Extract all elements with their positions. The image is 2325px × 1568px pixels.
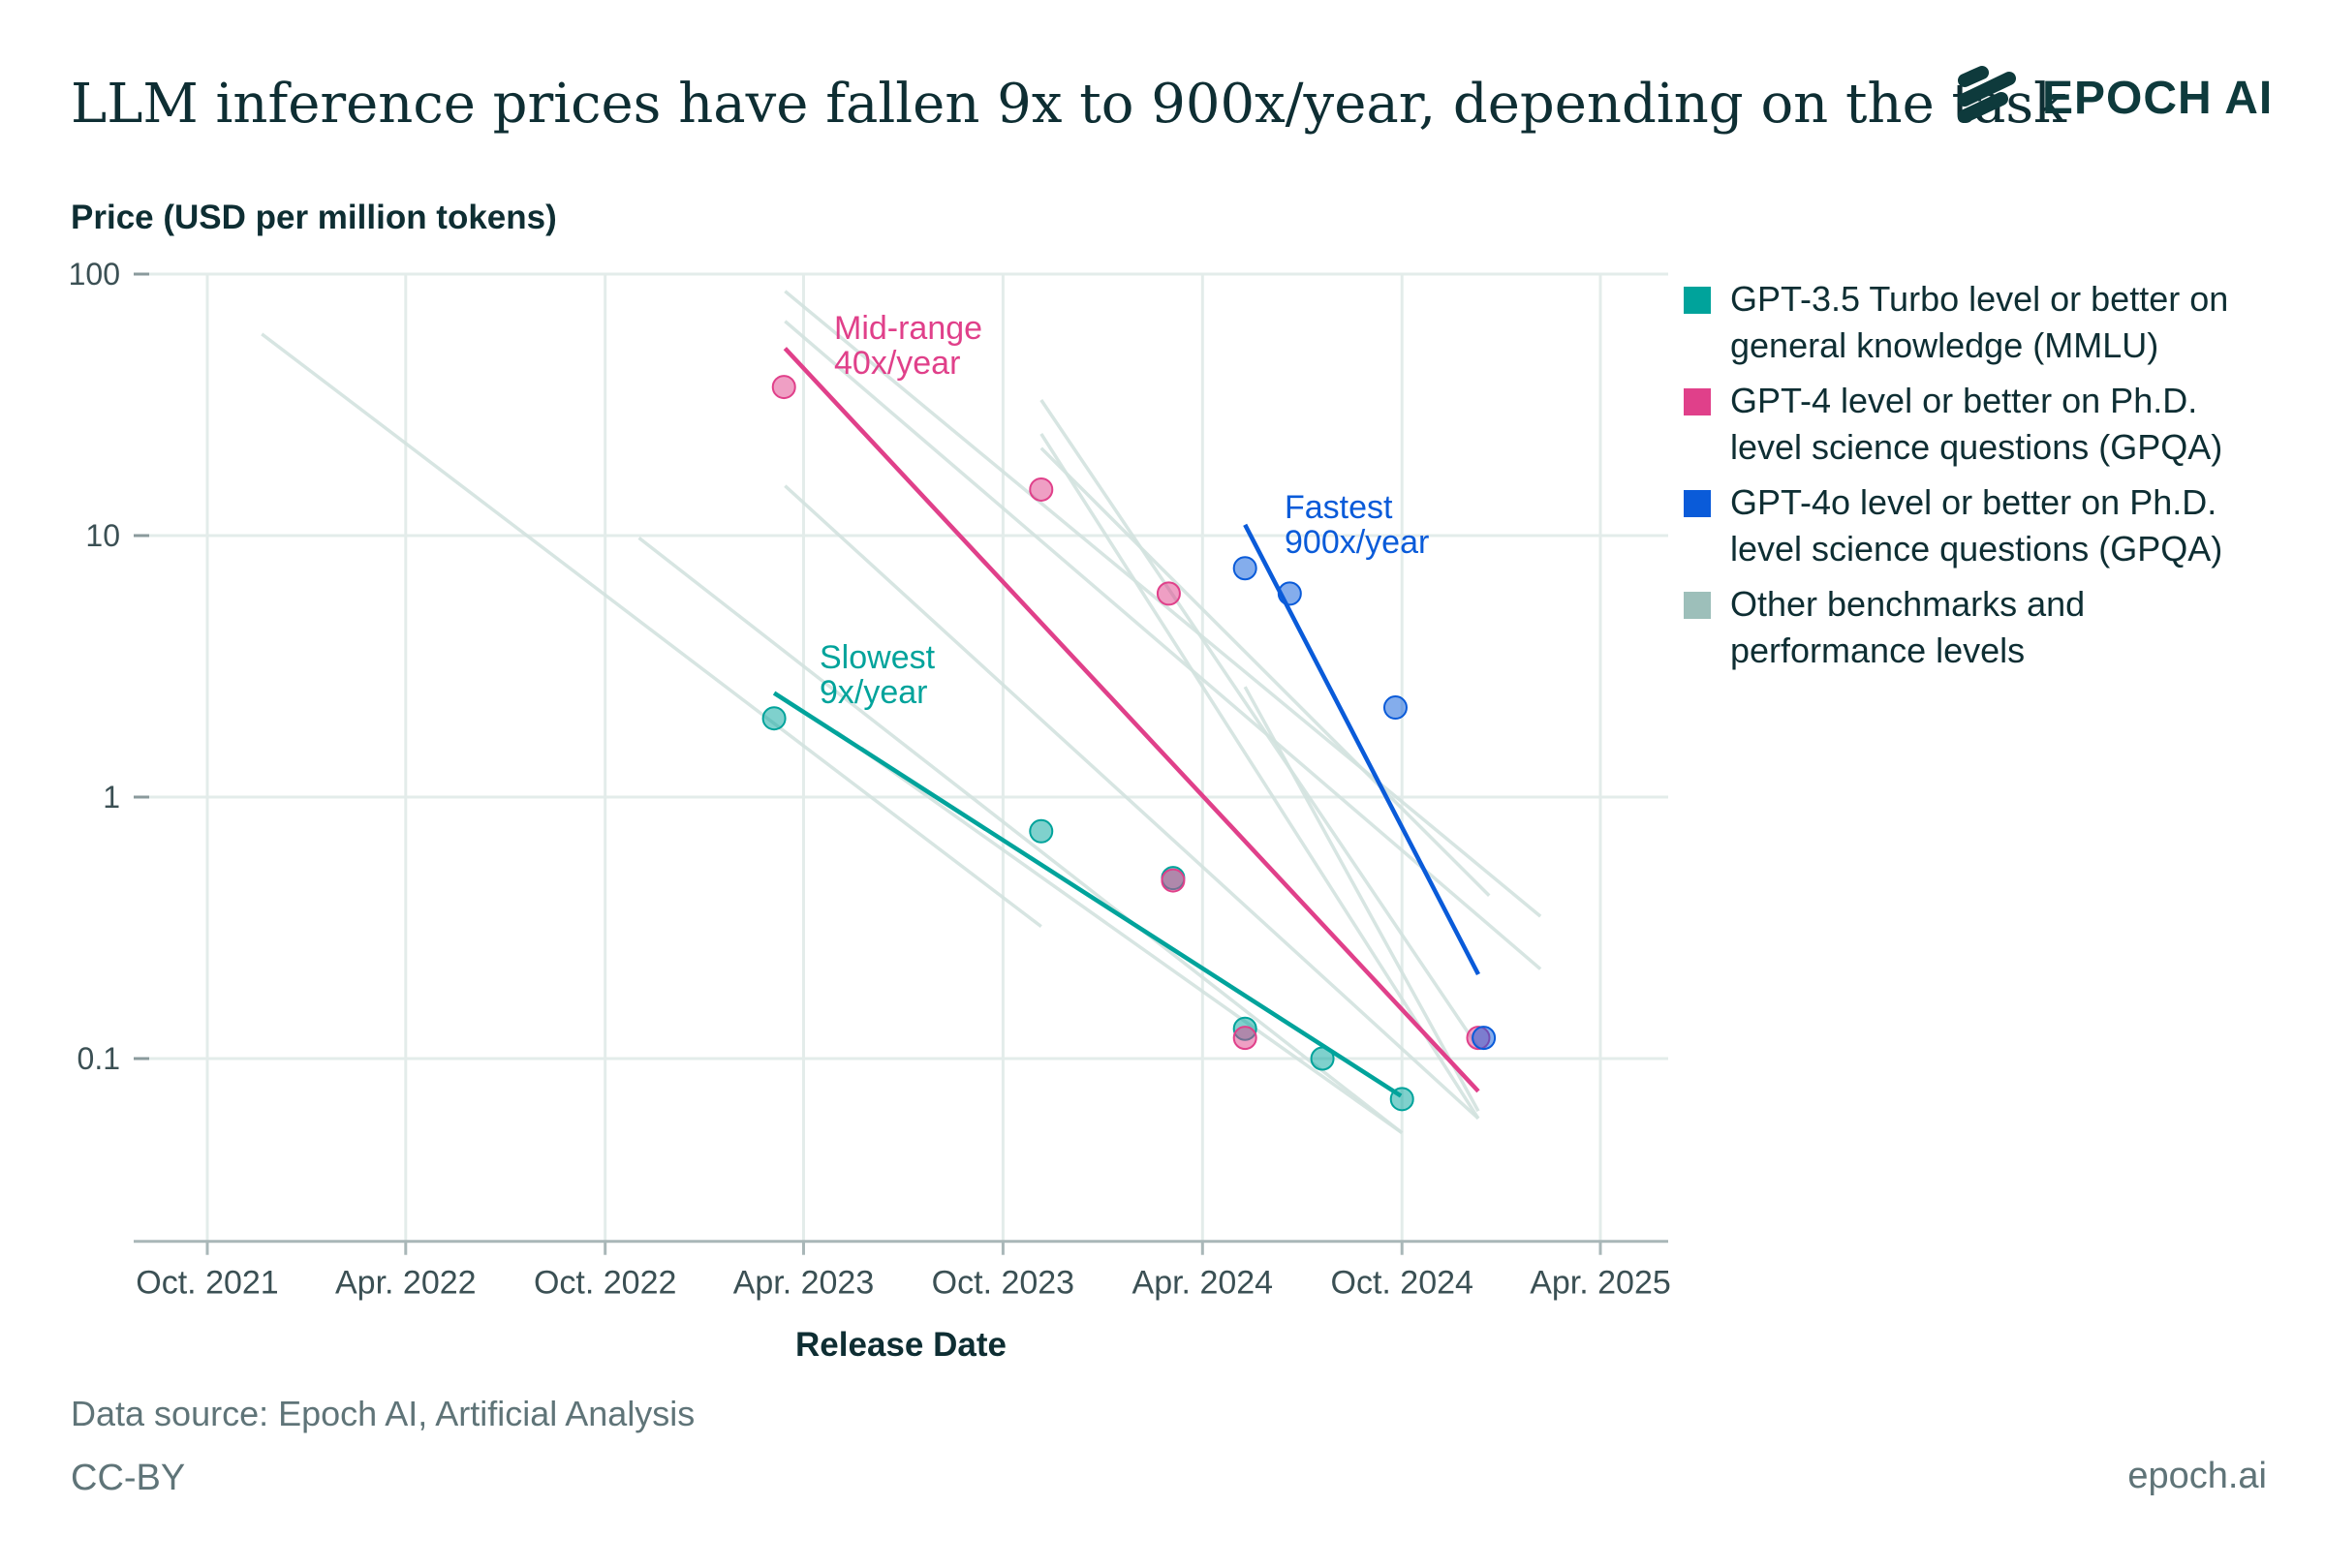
chart-title: LLM inference prices have fallen 9x to 9…	[71, 73, 2067, 136]
logo-text: EPOCH AI	[2042, 73, 2273, 124]
epoch-logo: EPOCH AI	[1958, 66, 2273, 124]
other-trend-line	[1039, 432, 1480, 1120]
other-trend-line	[835, 729, 1404, 1135]
y-tick-label: 100	[69, 257, 120, 292]
x-tick-label: Oct. 2021	[136, 1265, 278, 1302]
y-tick-label: 10	[85, 518, 120, 553]
legend-label-gpt4: GPT-4 level or better on Ph.D.	[1730, 381, 2197, 420]
other-trend-line	[784, 320, 1542, 970]
x-tick-label: Oct. 2024	[1331, 1265, 1473, 1302]
trend-lines	[772, 347, 1480, 1098]
gpt4o-annotation: 900x/year	[1285, 524, 1429, 561]
legend-label-gpt35: GPT-3.5 Turbo level or better on	[1730, 279, 2228, 319]
grid	[134, 272, 1668, 1242]
y-tick-label: 0.1	[78, 1041, 120, 1076]
gpt4o-point	[1472, 1026, 1497, 1051]
other-trend-line	[1039, 446, 1491, 897]
license: CC-BY	[71, 1458, 185, 1498]
other-trend-line	[261, 332, 1042, 929]
legend-swatch-gpt4o	[1684, 490, 1711, 517]
gpt35-annotation: 9x/year	[820, 674, 928, 711]
legend-label-gpt4o: level science questions (GPQA)	[1730, 529, 2222, 569]
x-tick-label: Apr. 2024	[1132, 1265, 1274, 1302]
data-source: Data source: Epoch AI, Artificial Analys…	[71, 1394, 695, 1433]
legend: GPT-3.5 Turbo level or better on general …	[1684, 279, 2228, 670]
x-tick-label: Apr. 2025	[1530, 1265, 1671, 1302]
gpt35-annotation: Slowest	[820, 639, 936, 676]
legend-label-other: Other benchmarks and	[1730, 584, 2085, 624]
gpt4-point	[771, 375, 796, 400]
gpt4o-point	[1277, 581, 1302, 606]
data-points	[761, 375, 1497, 1112]
legend-swatch-other	[1684, 592, 1711, 619]
gpt4o-point	[1382, 695, 1408, 721]
gpt4-point	[1156, 581, 1181, 606]
gpt4-point	[1029, 477, 1054, 502]
logo-stripes-icon	[1958, 66, 2016, 123]
other-trend-line	[1243, 686, 1480, 1113]
x-tick-label: Oct. 2023	[932, 1265, 1074, 1302]
gpt35-trend-line	[772, 691, 1403, 1098]
y-axis-label: Price (USD per million tokens)	[71, 199, 557, 236]
gpt35-point	[1389, 1087, 1414, 1112]
site-link[interactable]: epoch.ai	[2127, 1456, 2267, 1496]
gpt35-point	[761, 706, 787, 731]
gpt4-trend-line	[783, 347, 1480, 1093]
legend-label-gpt35: general knowledge (MMLU)	[1730, 325, 2158, 365]
other-trend-lines	[261, 290, 1542, 1135]
legend-label-other: performance levels	[1730, 630, 2025, 670]
legend-label-gpt4o: GPT-4o level or better on Ph.D.	[1730, 482, 2216, 522]
legend-label-gpt4: level science questions (GPQA)	[1730, 427, 2222, 467]
x-tick-label: Oct. 2022	[534, 1265, 676, 1302]
legend-swatch-gpt4	[1684, 388, 1711, 415]
gpt4-annotation: 40x/year	[834, 345, 960, 382]
other-trend-line	[1039, 399, 1480, 1049]
gpt4-point	[1161, 868, 1186, 893]
gpt4-annotation: Mid-range	[834, 310, 982, 347]
y-tick-label: 1	[103, 780, 120, 815]
axes: Oct. 2021 Apr. 2022 Oct. 2022 Apr. 2023 Oct.…	[69, 257, 1671, 1302]
x-axis-label: Release Date	[795, 1326, 1007, 1364]
gpt35-point	[1310, 1046, 1335, 1071]
x-tick-label: Apr. 2023	[733, 1265, 875, 1302]
gpt35-point	[1029, 818, 1054, 844]
gpt4o-annotation: Fastest	[1285, 489, 1393, 526]
other-trend-line	[637, 536, 1404, 1135]
gpt4-point	[1232, 1026, 1257, 1051]
x-tick-label: Apr. 2022	[335, 1265, 477, 1302]
legend-swatch-gpt35	[1684, 287, 1711, 314]
other-trend-line	[784, 484, 1480, 1121]
gpt4o-point	[1232, 556, 1257, 581]
